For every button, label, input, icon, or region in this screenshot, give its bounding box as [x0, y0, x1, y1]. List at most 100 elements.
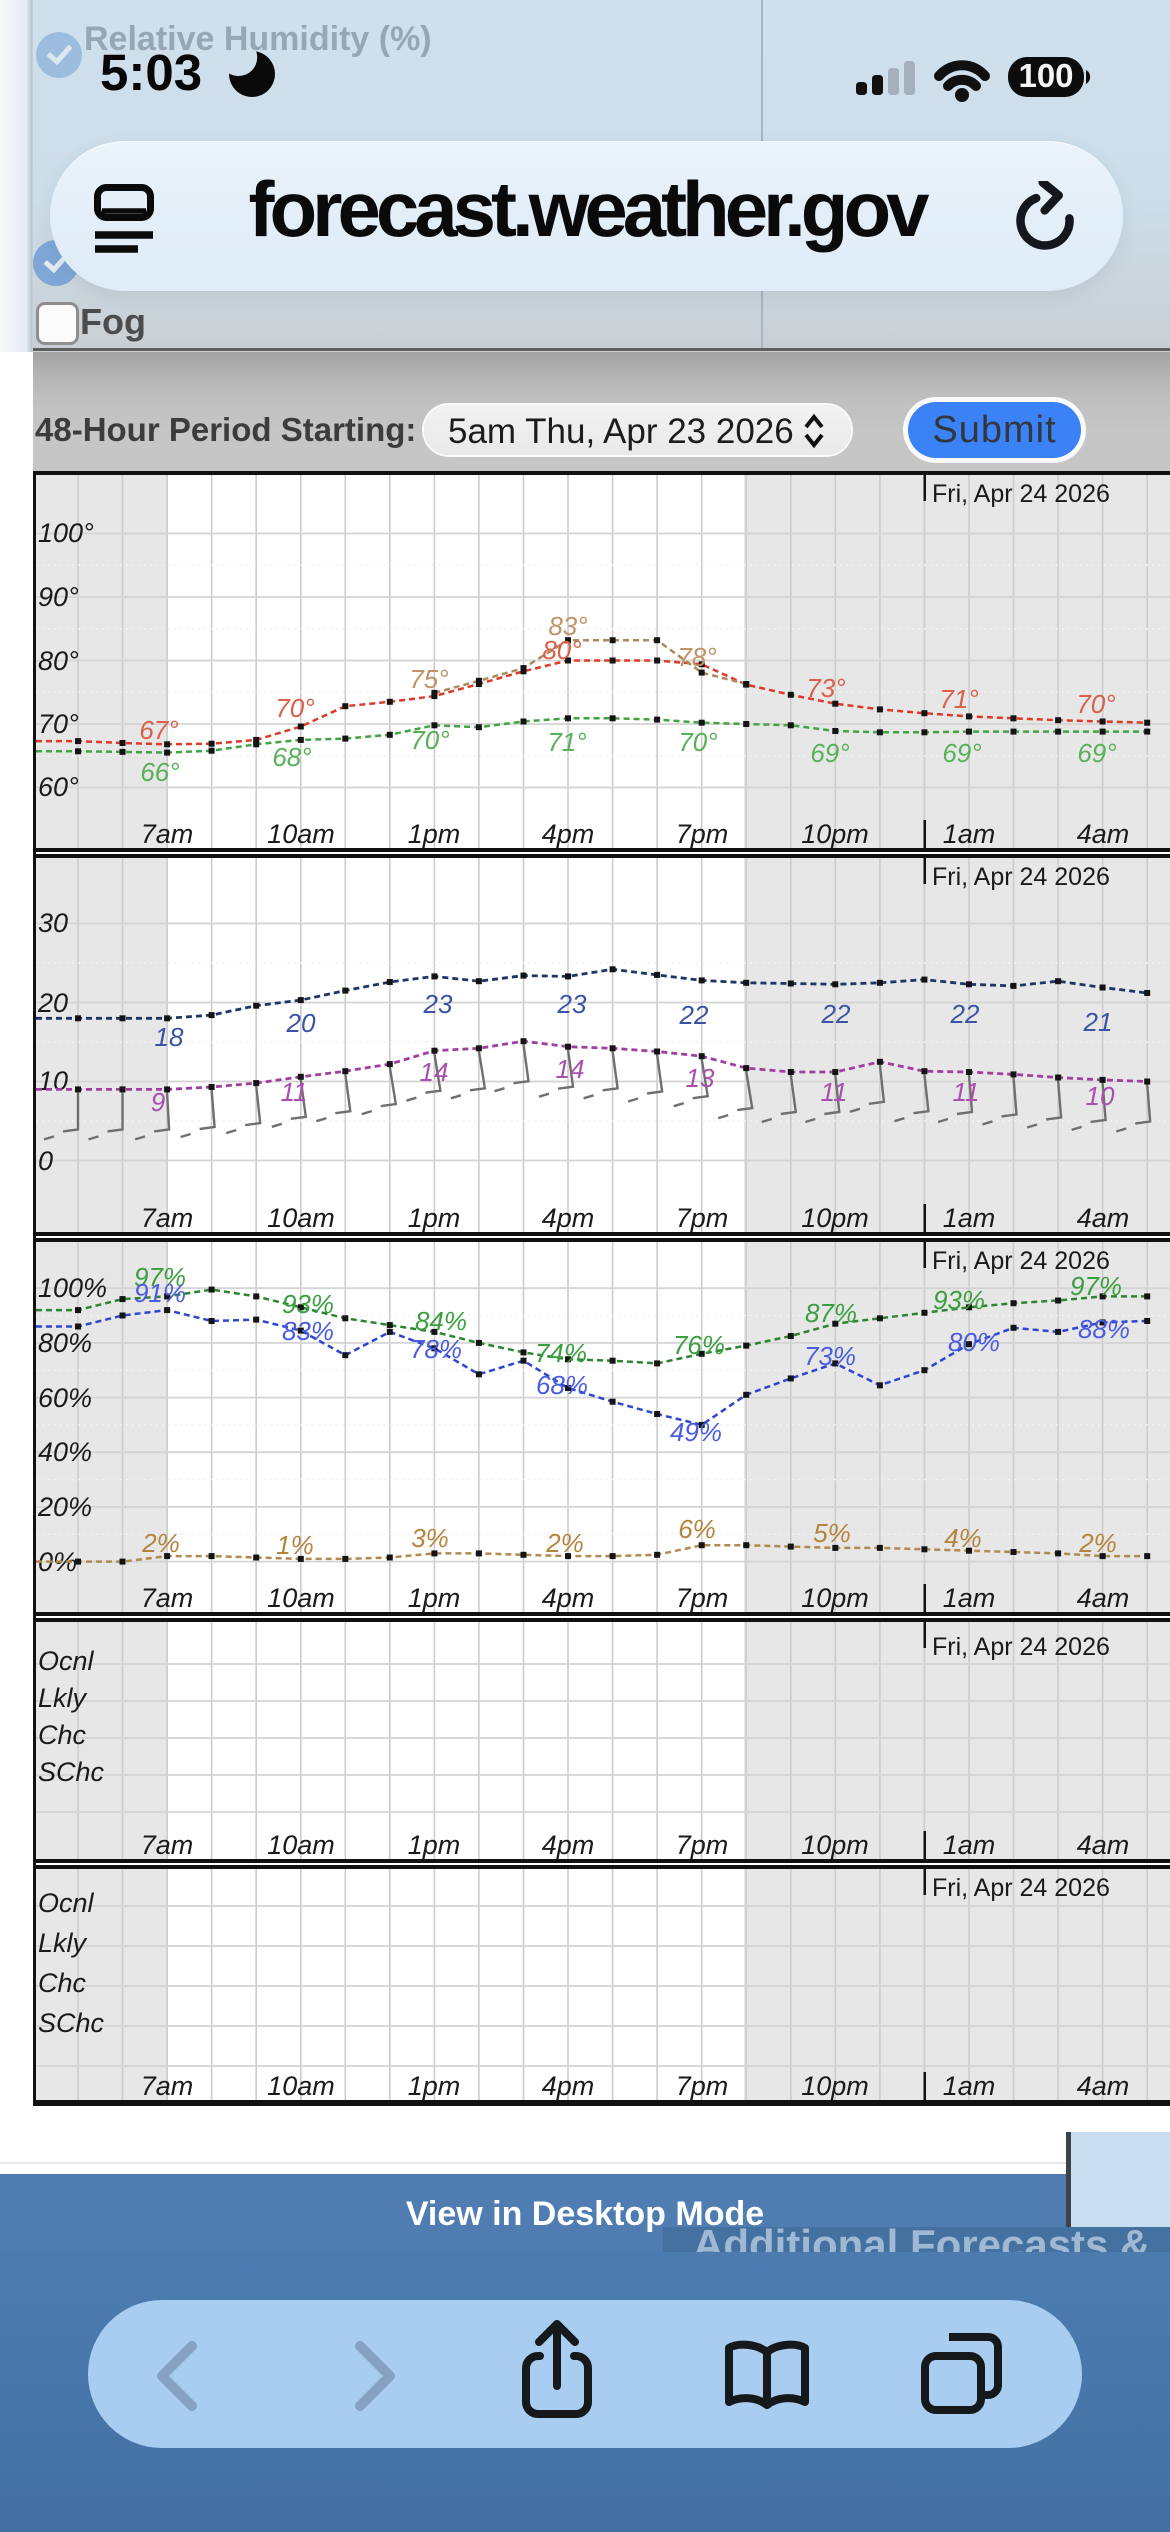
svg-text:4am: 4am: [1077, 819, 1130, 849]
svg-text:100%: 100%: [38, 1273, 107, 1303]
svg-text:13: 13: [686, 1063, 715, 1093]
svg-text:20%: 20%: [37, 1492, 92, 1522]
svg-text:1am: 1am: [943, 1830, 996, 1860]
svg-text:21: 21: [1083, 1007, 1113, 1037]
svg-text:70°: 70°: [1076, 689, 1115, 719]
svg-text:1pm: 1pm: [408, 2071, 461, 2101]
svg-text:70°: 70°: [275, 693, 314, 723]
svg-text:20: 20: [286, 1008, 316, 1038]
svg-text:83°: 83°: [548, 611, 587, 641]
svg-text:68°: 68°: [272, 742, 311, 772]
svg-text:10am: 10am: [267, 819, 335, 849]
svg-text:93%: 93%: [282, 1289, 334, 1319]
svg-text:1%: 1%: [276, 1530, 314, 1560]
svg-text:22: 22: [950, 999, 980, 1029]
svg-text:4pm: 4pm: [542, 1583, 595, 1613]
svg-text:4pm: 4pm: [542, 1830, 595, 1860]
svg-text:SChc: SChc: [38, 2008, 105, 2038]
svg-text:10am: 10am: [267, 2071, 335, 2101]
svg-text:10: 10: [1086, 1081, 1115, 1111]
svg-text:11: 11: [953, 1077, 980, 1107]
svg-text:80%: 80%: [948, 1327, 1000, 1357]
svg-text:Fri, Apr 24 2026: Fri, Apr 24 2026: [932, 1633, 1110, 1661]
svg-text:Ocnl: Ocnl: [38, 1888, 95, 1918]
svg-text:11: 11: [821, 1077, 848, 1107]
svg-text:14: 14: [556, 1054, 585, 1084]
svg-text:68%: 68%: [536, 1370, 588, 1400]
svg-text:97%: 97%: [134, 1262, 186, 1292]
svg-text:1am: 1am: [943, 1203, 996, 1233]
svg-text:7pm: 7pm: [676, 2071, 729, 2101]
svg-text:88%: 88%: [1078, 1314, 1130, 1344]
svg-text:69°: 69°: [810, 738, 849, 768]
svg-text:80°: 80°: [542, 635, 581, 665]
svg-text:23: 23: [423, 989, 453, 1019]
svg-text:7am: 7am: [141, 819, 194, 849]
svg-text:10pm: 10pm: [801, 1203, 869, 1233]
svg-text:22: 22: [679, 1000, 709, 1030]
svg-text:30: 30: [38, 908, 68, 938]
svg-text:40%: 40%: [38, 1437, 92, 1467]
svg-text:Ocnl: Ocnl: [38, 1646, 95, 1676]
svg-text:22: 22: [821, 999, 851, 1029]
svg-text:71°: 71°: [939, 684, 978, 714]
svg-text:73°: 73°: [806, 673, 845, 703]
svg-text:80%: 80%: [38, 1328, 92, 1358]
svg-text:0: 0: [38, 1146, 53, 1176]
svg-text:60%: 60%: [38, 1383, 92, 1413]
svg-text:78%: 78%: [410, 1334, 462, 1364]
svg-text:70°: 70°: [410, 725, 449, 755]
svg-text:7pm: 7pm: [676, 1583, 729, 1613]
svg-text:Fri, Apr 24 2026: Fri, Apr 24 2026: [932, 1247, 1110, 1275]
svg-text:1pm: 1pm: [408, 1203, 461, 1233]
svg-text:1am: 1am: [943, 1583, 996, 1613]
svg-text:1pm: 1pm: [408, 1830, 461, 1860]
svg-text:76%: 76%: [673, 1330, 725, 1360]
svg-text:4pm: 4pm: [542, 2071, 595, 2101]
svg-text:1pm: 1pm: [408, 819, 461, 849]
svg-text:69°: 69°: [942, 738, 981, 768]
svg-text:14: 14: [420, 1057, 449, 1087]
svg-text:9: 9: [151, 1087, 165, 1117]
svg-text:4%: 4%: [944, 1523, 982, 1553]
svg-text:60°: 60°: [38, 772, 79, 802]
svg-text:Lkly: Lkly: [38, 1683, 88, 1713]
svg-text:4am: 4am: [1077, 2071, 1130, 2101]
svg-text:10pm: 10pm: [801, 1583, 869, 1613]
svg-text:Chc: Chc: [38, 1720, 87, 1750]
svg-text:10: 10: [38, 1066, 68, 1096]
svg-text:6%: 6%: [678, 1514, 716, 1544]
svg-text:2%: 2%: [141, 1528, 180, 1558]
svg-text:67°: 67°: [139, 715, 178, 745]
svg-text:69°: 69°: [1077, 738, 1116, 768]
svg-text:83%: 83%: [282, 1316, 334, 1346]
svg-text:11: 11: [281, 1077, 308, 1107]
svg-text:100°: 100°: [38, 518, 94, 548]
svg-text:Chc: Chc: [38, 1968, 87, 1998]
svg-text:3%: 3%: [411, 1523, 449, 1553]
svg-text:20: 20: [37, 988, 68, 1018]
svg-text:97%: 97%: [1070, 1271, 1122, 1301]
svg-text:1pm: 1pm: [408, 1583, 461, 1613]
svg-text:74%: 74%: [535, 1338, 587, 1368]
svg-text:7pm: 7pm: [676, 1203, 729, 1233]
svg-text:7am: 7am: [141, 1203, 194, 1233]
svg-text:10am: 10am: [267, 1583, 335, 1613]
svg-text:7am: 7am: [141, 2071, 194, 2101]
svg-text:1am: 1am: [943, 819, 996, 849]
svg-text:4am: 4am: [1077, 1830, 1130, 1860]
svg-text:18: 18: [155, 1022, 184, 1052]
svg-text:87%: 87%: [805, 1298, 857, 1328]
svg-text:4pm: 4pm: [542, 1203, 595, 1233]
svg-text:10pm: 10pm: [801, 1830, 869, 1860]
svg-text:84%: 84%: [415, 1306, 467, 1336]
svg-text:78°: 78°: [677, 642, 716, 672]
svg-text:7pm: 7pm: [676, 1830, 729, 1860]
svg-text:70°: 70°: [38, 709, 79, 739]
svg-text:91%: 91%: [134, 1278, 186, 1308]
svg-text:90°: 90°: [38, 582, 79, 612]
svg-text:70°: 70°: [678, 727, 717, 757]
svg-text:5%: 5%: [813, 1518, 851, 1548]
svg-text:4am: 4am: [1077, 1203, 1130, 1233]
svg-text:7am: 7am: [141, 1583, 194, 1613]
